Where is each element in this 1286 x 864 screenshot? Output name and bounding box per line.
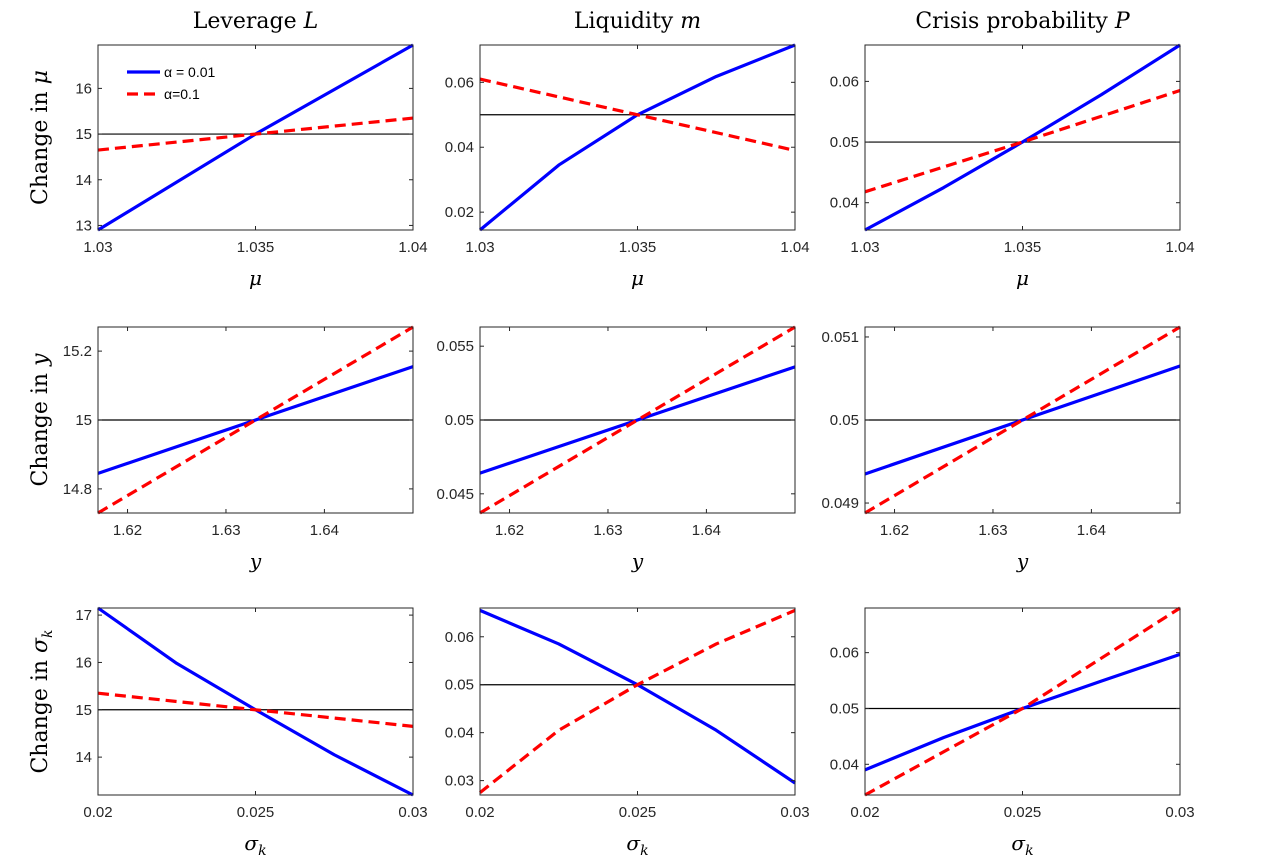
panel-r1-c2: 1.62 1.63 1.64 0.049 0.05 0.051 y (821, 327, 1180, 573)
x-tick-label: 0.02 (850, 804, 879, 821)
y-tick-label: 0.03 (445, 773, 474, 790)
panel-r2-c2: 0.02 0.025 0.03 0.04 0.05 0.06 σk (830, 608, 1195, 859)
x-tick-label: 1.03 (83, 239, 112, 256)
x-tick-label: 1.64 (692, 522, 721, 539)
y-tick-label: 16 (75, 80, 92, 97)
y-tick-label: 0.04 (445, 725, 474, 742)
x-tick-label: 1.62 (113, 522, 142, 539)
panel-title: Leverage L (193, 9, 318, 34)
y-tick-label: 14 (75, 172, 92, 189)
x-tick-label: 0.025 (237, 804, 275, 821)
y-tick-label: 15 (75, 412, 92, 429)
y-tick-label: 17 (75, 607, 92, 624)
x-tick-label: 1.62 (880, 522, 909, 539)
y-axis-label: Change in σk (28, 629, 56, 773)
y-tick-label: 14.8 (63, 481, 92, 498)
y-tick-label: 0.06 (830, 645, 859, 662)
y-tick-label: 0.06 (445, 629, 474, 646)
x-tick-label: 1.03 (465, 239, 494, 256)
y-tick-label: 13 (75, 217, 92, 234)
plot-area (480, 608, 795, 795)
y-tick-label: 0.05 (830, 412, 859, 429)
x-axis-label: y (249, 549, 262, 573)
x-tick-label: 1.63 (593, 522, 622, 539)
x-tick-label: 1.03 (850, 239, 879, 256)
panel-r0-c1: 1.03 1.035 1.04 0.02 0.04 0.06 μ Liquidity m (445, 9, 810, 290)
x-tick-label: 1.63 (978, 522, 1007, 539)
y-tick-label: 0.05 (445, 677, 474, 694)
x-tick-label: 0.03 (780, 804, 809, 821)
y-axis-label: Change in μ (28, 70, 53, 205)
y-tick-label: 0.05 (830, 134, 859, 151)
plot-area (865, 608, 1180, 795)
panel-r2-c0: 0.02 0.025 0.03 14 15 16 17 σk Change in σk (28, 607, 428, 859)
x-axis-label: μ (1016, 266, 1029, 290)
y-tick-label: 0.06 (830, 73, 859, 90)
x-tick-label: 1.64 (310, 522, 339, 539)
x-tick-label: 0.02 (83, 804, 112, 821)
x-tick-label: 1.035 (1004, 239, 1042, 256)
x-tick-label: 1.035 (237, 239, 275, 256)
x-tick-label: 1.04 (780, 239, 809, 256)
legend-label: α = 0.01 (164, 64, 216, 80)
x-tick-label: 1.63 (211, 522, 240, 539)
y-tick-label: 0.02 (445, 204, 474, 221)
y-tick-label: 0.05 (830, 700, 859, 717)
x-tick-label: 0.025 (1004, 804, 1042, 821)
panel-r0-c0: 1.03 1.035 1.04 13 14 15 16 μ Leverage L Change i… (28, 9, 428, 290)
y-tick-label: 0.04 (445, 139, 474, 156)
x-axis-label: μ (631, 266, 644, 290)
y-tick-label: 0.045 (436, 486, 474, 503)
x-tick-label: 0.02 (465, 804, 494, 821)
panel-title: Crisis probability P (915, 9, 1131, 34)
plot-area (480, 45, 795, 230)
y-tick-label: 0.05 (445, 412, 474, 429)
x-tick-label: 1.035 (619, 239, 657, 256)
y-tick-label: 0.04 (830, 195, 859, 212)
y-tick-label: 0.04 (830, 756, 859, 773)
x-axis-label: y (1016, 549, 1029, 573)
y-tick-label: 0.055 (436, 338, 474, 355)
x-axis-label: y (631, 549, 644, 573)
panel-r0-c2: 1.03 1.035 1.04 0.04 0.05 0.06 μ Crisis probabi… (830, 9, 1195, 290)
y-tick-label: 15 (75, 126, 92, 143)
x-tick-label: 0.03 (398, 804, 427, 821)
x-tick-label: 1.64 (1077, 522, 1106, 539)
y-tick-label: 15 (75, 702, 92, 719)
x-axis-label: σk (1011, 831, 1033, 859)
x-axis-label: σk (626, 831, 648, 859)
x-tick-label: 1.62 (495, 522, 524, 539)
x-axis-label: σk (244, 831, 266, 859)
y-tick-label: 16 (75, 654, 92, 671)
y-tick-label: 0.049 (821, 495, 859, 512)
x-axis-label: μ (249, 266, 262, 290)
panel-r2-c1: 0.02 0.025 0.03 0.03 0.04 0.05 0.06 σk (445, 608, 810, 859)
y-tick-label: 0.051 (821, 329, 859, 346)
panel-title: Liquidity m (574, 9, 701, 34)
legend-label: α=0.1 (164, 86, 200, 102)
x-tick-label: 1.04 (1165, 239, 1194, 256)
x-tick-label: 0.025 (619, 804, 657, 821)
x-tick-label: 1.04 (398, 239, 427, 256)
y-tick-label: 0.06 (445, 74, 474, 91)
plot-area (865, 45, 1180, 230)
y-axis-label: Change in y (28, 353, 53, 487)
panel-r1-c1: 1.62 1.63 1.64 0.045 0.05 0.055 y (436, 327, 795, 573)
plot-area (98, 608, 413, 795)
panel-r1-c0: 1.62 1.63 1.64 14.8 15 15.2 y Change in y (28, 327, 413, 573)
y-tick-label: 15.2 (63, 343, 92, 360)
y-tick-label: 14 (75, 749, 92, 766)
x-tick-label: 0.03 (1165, 804, 1194, 821)
